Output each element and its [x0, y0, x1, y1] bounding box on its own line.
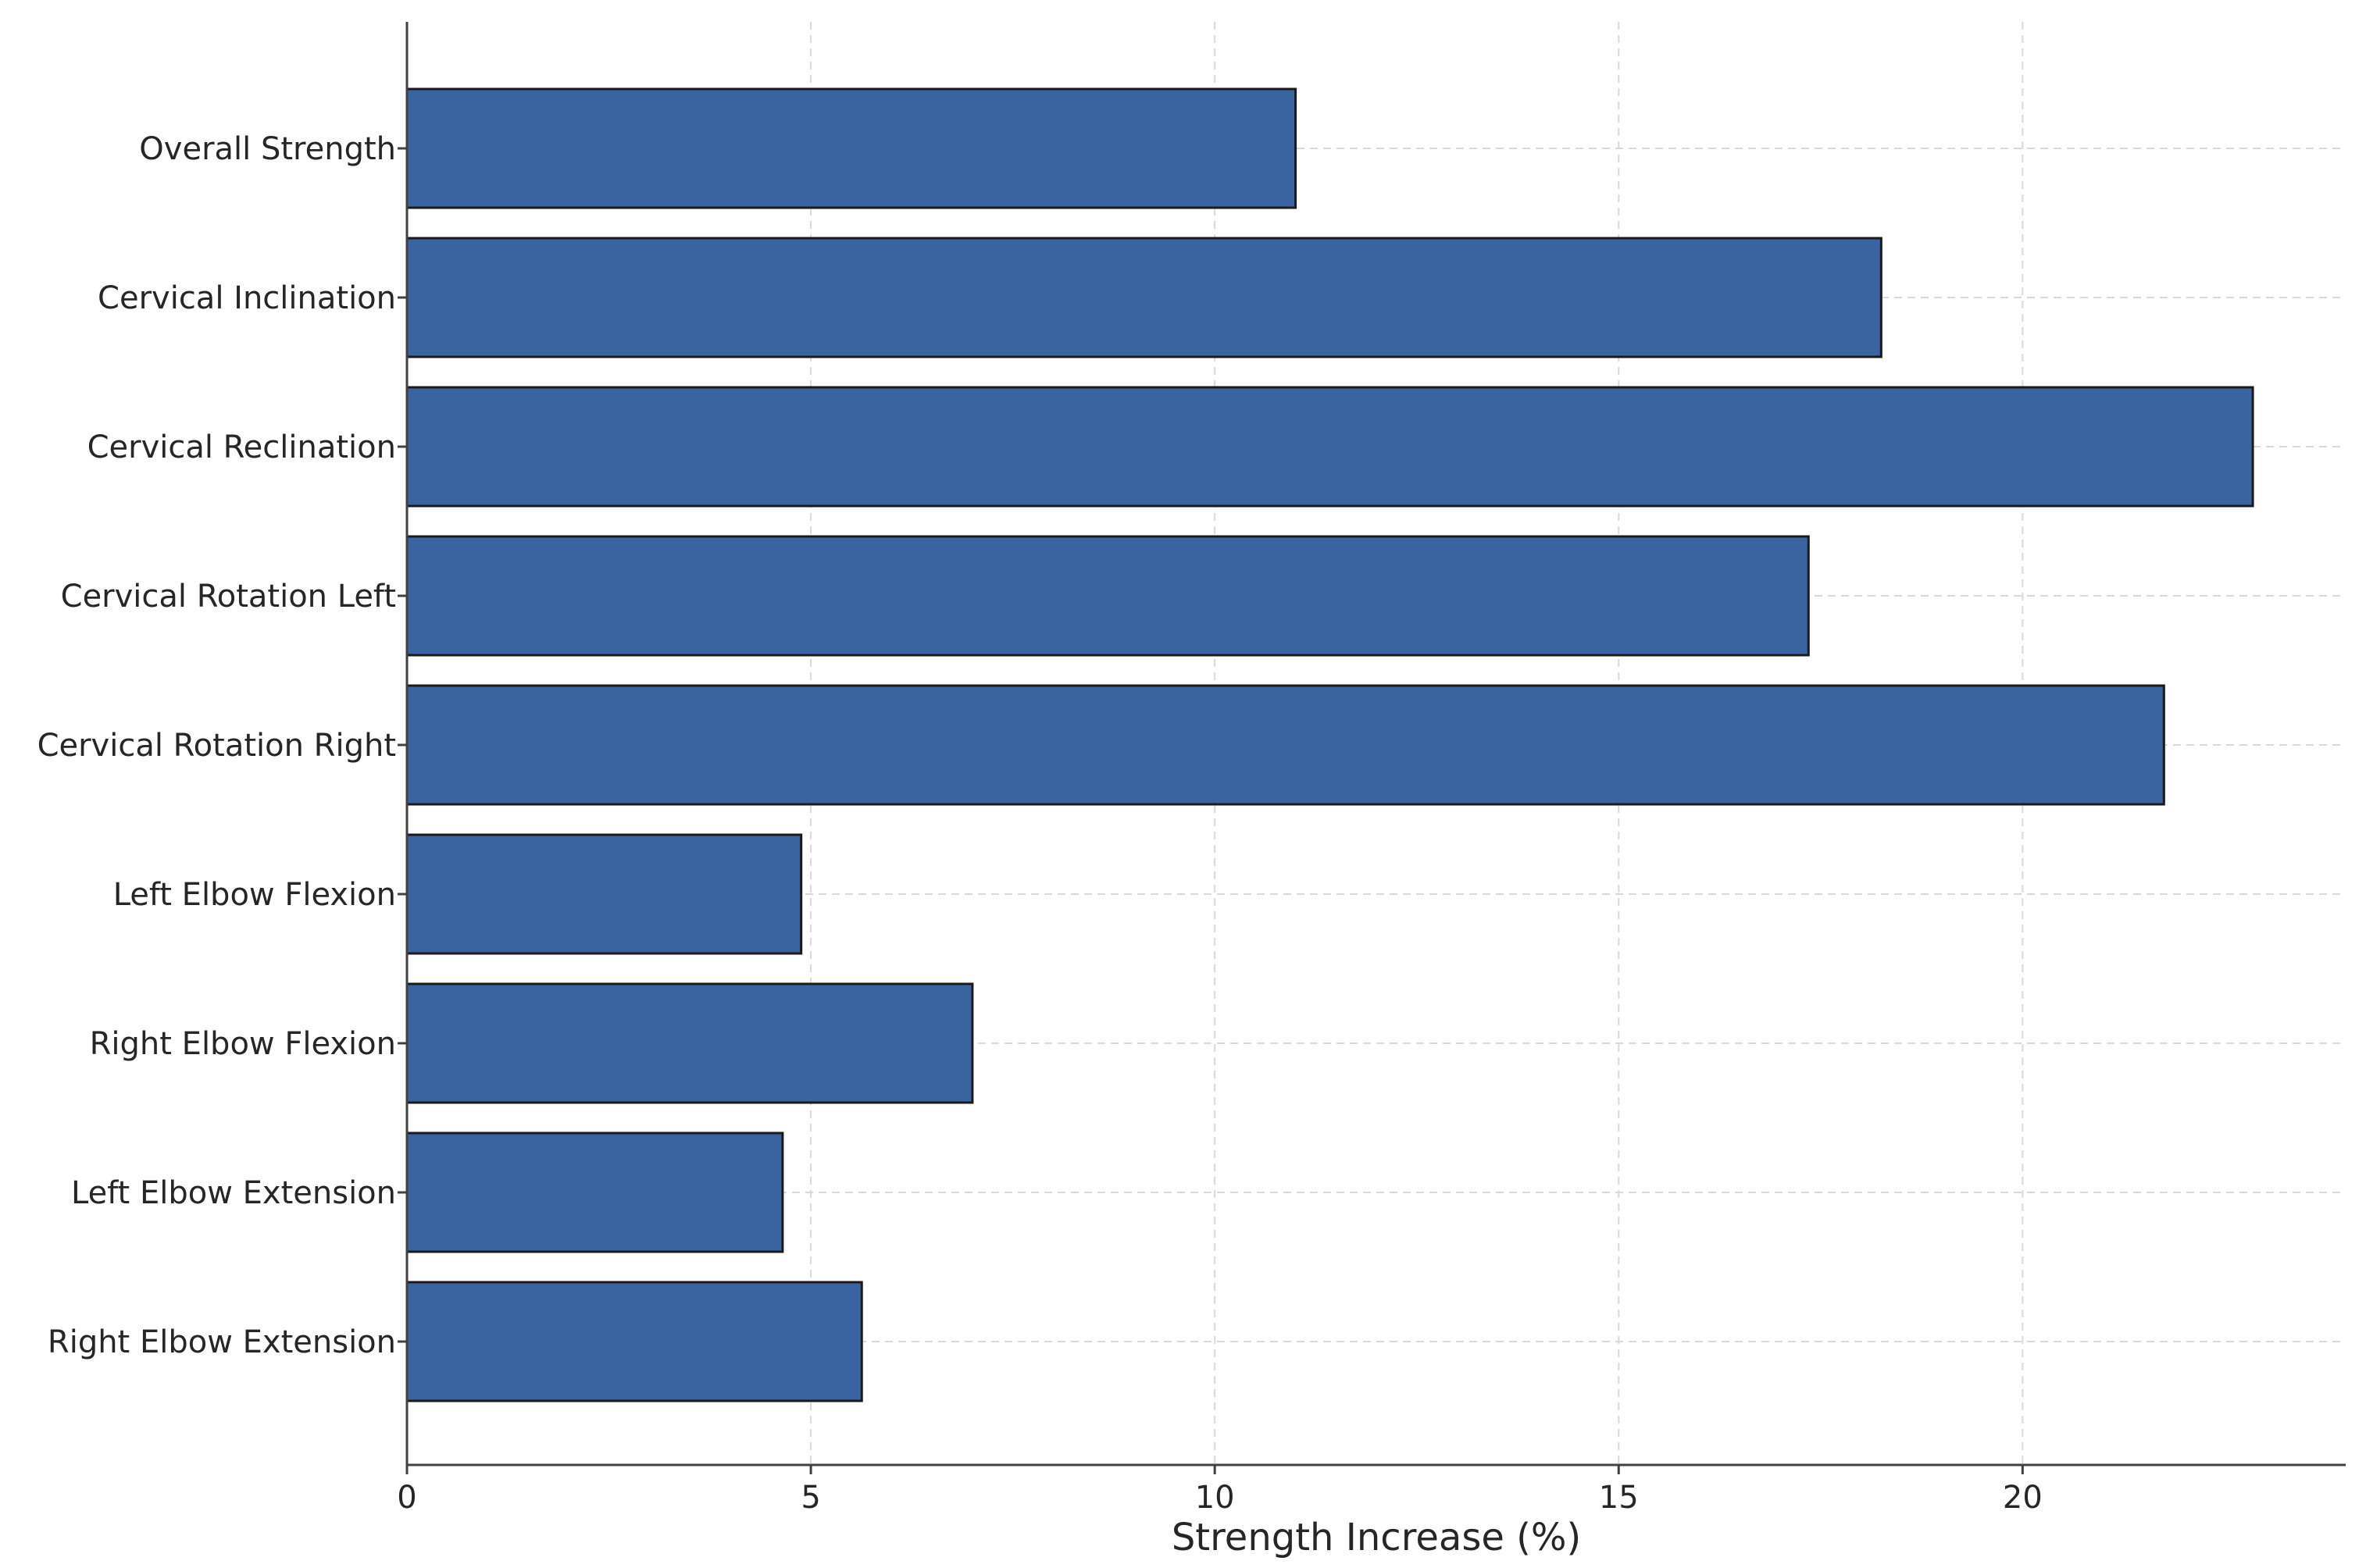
bar-cervical-rotation-right — [405, 684, 2165, 806]
bar-left-elbow-flexion — [405, 833, 803, 955]
y-category-label: Right Elbow Flexion — [90, 1026, 396, 1062]
bars-layer — [405, 87, 2254, 1402]
y-category-label: Left Elbow Extension — [71, 1175, 396, 1211]
bar-cervical-rotation-left — [405, 535, 1810, 657]
bar-cervical-reclination — [405, 386, 2254, 508]
labels-layer: 0 5 10 15 20 Overall Strength Cervical Inclina… — [37, 131, 2043, 1516]
x-tick-label: 15 — [1599, 1480, 1639, 1516]
x-tick-label: 20 — [2003, 1480, 2043, 1516]
bar-cervical-inclination — [405, 237, 1882, 358]
x-tick-label: 10 — [1195, 1480, 1235, 1516]
bar-right-elbow-extension — [405, 1281, 863, 1402]
y-category-label: Right Elbow Extension — [48, 1324, 396, 1360]
bar-right-elbow-flexion — [405, 982, 974, 1104]
y-category-label: Cervical Rotation Left — [61, 579, 396, 615]
y-category-label: Cervical Inclination — [98, 280, 396, 316]
x-tick-label: 0 — [397, 1480, 416, 1516]
y-category-label: Left Elbow Flexion — [113, 877, 396, 913]
bar-overall-strength — [405, 87, 1297, 209]
y-category-label: Cervical Reclination — [87, 429, 396, 465]
y-category-label: Cervical Rotation Right — [37, 728, 396, 764]
y-category-label: Overall Strength — [139, 131, 396, 167]
bar-left-elbow-extension — [405, 1131, 784, 1253]
x-axis-title: Strength Increase (%) — [1172, 1516, 1581, 1559]
x-tick-label: 5 — [801, 1480, 820, 1516]
